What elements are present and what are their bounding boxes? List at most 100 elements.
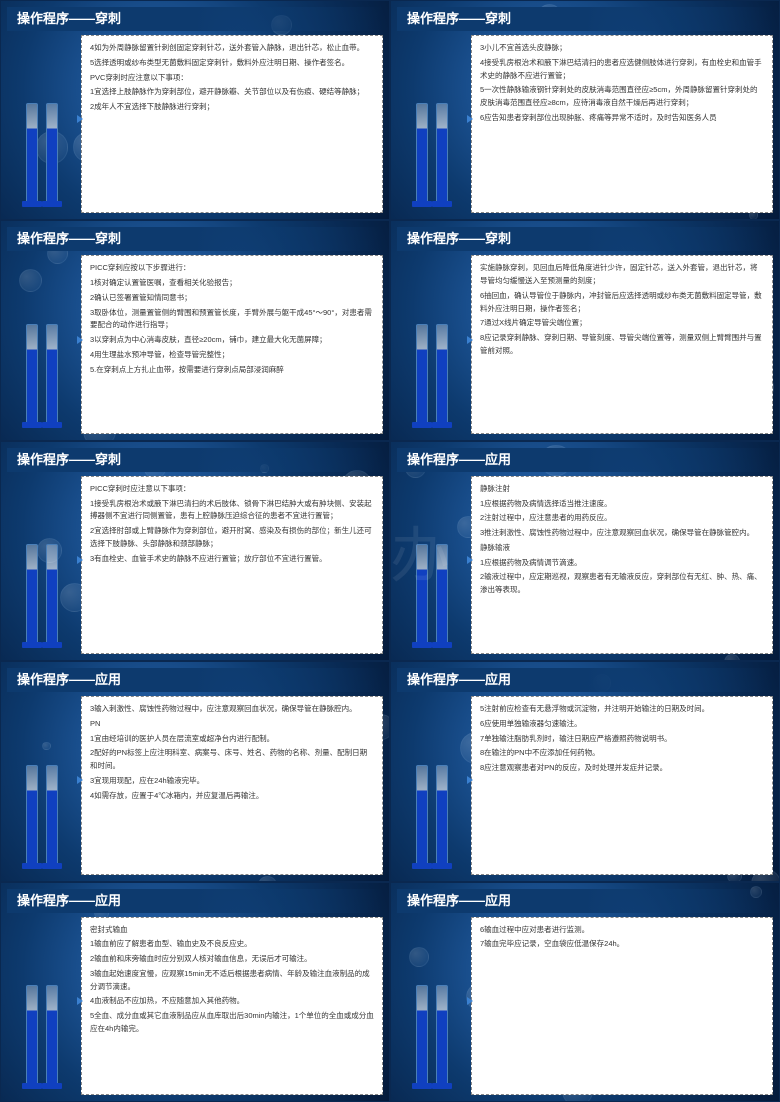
slide-3: 操作程序——穿刺 PICC穿刺应按以下步骤进行：1核对确定认置管医嘱，查看相关化验… xyxy=(0,220,390,440)
arrow-icon xyxy=(77,115,83,123)
test-tubes xyxy=(7,255,77,433)
test-tube xyxy=(436,985,448,1085)
text-line: 5一次性静脉输液钢针穿刺处的皮肤消毒范围直径应≥5cm，外周静脉留置针穿刺处的皮… xyxy=(480,84,764,110)
text-content: 密封式输血1输血前应了解患者血型、输血史及不良反应史。2输血前和床旁输血时应分别… xyxy=(81,917,383,1095)
test-tube xyxy=(26,103,38,203)
text-line: 3有血栓史、血管手术史的静脉不应进行置管；放疗部位不宜进行置管。 xyxy=(90,553,374,566)
content-area: 静脉注射1应根据药物及病情选择适当推注速度。2注射过程中，应注意患者的用药反应。… xyxy=(397,476,773,654)
text-line: 2确认已签署置管知情同意书； xyxy=(90,292,374,305)
slide-title: 操作程序——穿刺 xyxy=(7,227,383,251)
text-content: 6输血过程中应对患者进行监测。7输血完毕应记录，空血袋应低温保存24h。 xyxy=(471,917,773,1095)
test-tubes xyxy=(7,696,77,874)
slide-2: 操作程序——穿刺 3小儿不宜首选头皮静脉；4接受乳房根治术和腋下淋巴结清扫的患者应… xyxy=(390,0,780,220)
text-line: 1应根据药物及病情选择适当推注速度。 xyxy=(480,498,764,511)
content-area: 密封式输血1输血前应了解患者血型、输血史及不良反应史。2输血前和床旁输血时应分别… xyxy=(7,917,383,1095)
text-line: 5注射前应检查有无悬浮物或沉淀物，并注明开始输注的日期及时间。 xyxy=(480,703,764,716)
text-line: 3取卧体位，测量置管侧的臂围和预置管长度，手臂外展与躯干成45°～90°，对患者… xyxy=(90,307,374,333)
arrow-icon xyxy=(77,776,83,784)
text-line: 5选择透明或纱布类型无菌敷料固定穿刺针，敷料外应注明日期、操作者签名。 xyxy=(90,57,374,70)
slides-grid: 操作程序——穿刺 4如为外周静脉留置针刺创固定穿刺针芯，送外套管入静脉，退出针芯，… xyxy=(0,0,780,1102)
text-line: 2成年人不宜选择下肢静脉进行穿刺； xyxy=(90,101,374,114)
text-line: 1输血前应了解患者血型、输血史及不良反应史。 xyxy=(90,938,374,951)
text-content: 4如为外周静脉留置针刺创固定穿刺针芯，送外套管入静脉，退出针芯，松止血带。5选择… xyxy=(81,35,383,213)
content-area: 3输入刺激性、腐蚀性药物过程中，应注意观察回血状况，确保导管在静脉腔内。 PN 1宜… xyxy=(7,696,383,874)
slide-7: 操作程序——应用 3输入刺激性、腐蚀性药物过程中，应注意观察回血状况，确保导管在静… xyxy=(0,661,390,881)
test-tubes xyxy=(397,35,467,213)
arrow-icon xyxy=(77,336,83,344)
slide-title: 操作程序——穿刺 xyxy=(7,7,383,31)
text-line: 3小儿不宜首选头皮静脉； xyxy=(480,42,764,55)
content-area: 实施静脉穿刺，见回血后降低角度进针少许，固定针芯，送入外套管，退出针芯，将导管均… xyxy=(397,255,773,433)
slide-title: 操作程序——应用 xyxy=(7,889,383,913)
test-tube xyxy=(416,324,428,424)
text-line: 实施静脉穿刺，见回血后降低角度进针少许，固定针芯，送入外套管，退出针芯，将导管均… xyxy=(480,262,764,288)
test-tube xyxy=(416,103,428,203)
text-line: 6输血过程中应对患者进行监测。 xyxy=(480,924,764,937)
text-line: 8应记录穿刺静脉、穿刺日期、导管刻度、导管尖端位置等，测量双侧上臂臂围并与置管前… xyxy=(480,332,764,358)
slide-10: 操作程序——应用 6输血过程中应对患者进行监测。7输血完毕应记录，空血袋应低温保存… xyxy=(390,882,780,1102)
slide-9: 操作程序——应用密封式输血1输血前应了解患者血型、输血史及不良反应史。2输血前和… xyxy=(0,882,390,1102)
text-line: 2输液过程中，应定期巡视，观察患者有无输液反应，穿刺部位有无红、肿、热、痛、渗出… xyxy=(480,571,764,597)
arrow-icon xyxy=(77,997,83,1005)
text-content: 静脉注射1应根据药物及病情选择适当推注速度。2注射过程中，应注意患者的用药反应。… xyxy=(471,476,773,654)
test-tube xyxy=(436,544,448,644)
text-line: 1宜由经培训的医护人员在层流室或超净台内进行配制。 xyxy=(90,733,374,746)
text-line: 6应使用单独输液器匀速输注。 xyxy=(480,718,764,731)
text-line: PVC穿刺时应注意以下事项： xyxy=(90,72,374,85)
slide-title: 操作程序——应用 xyxy=(7,668,383,692)
test-tubes xyxy=(397,696,467,874)
text-line: 2配好的PN标签上应注明科室、病案号、床号、姓名、药物的名称、剂量、配制日期和时… xyxy=(90,747,374,773)
arrow-icon xyxy=(467,115,473,123)
content-area: 5注射前应检查有无悬浮物或沉淀物，并注明开始输注的日期及时间。 6应使用单独输液器… xyxy=(397,696,773,874)
text-line: 1核对确定认置管医嘱，查看相关化验报告； xyxy=(90,277,374,290)
text-line: PN xyxy=(90,718,374,731)
text-line: 3输入刺激性、腐蚀性药物过程中，应注意观察回血状况，确保导管在静脉腔内。 xyxy=(90,703,374,716)
text-line: 5全血、成分血或其它血液制品应从血库取出后30min内输注，1个单位的全血或成分… xyxy=(90,1010,374,1036)
test-tube xyxy=(46,324,58,424)
text-line: 3推注刺激性、腐蚀性药物过程中，应注意观察回血状况，确保导管在静脉管腔内。 xyxy=(480,527,764,540)
test-tubes xyxy=(7,917,77,1095)
test-tubes xyxy=(7,476,77,654)
text-line: 1宜选择上肢静脉作为穿刺部位，避开静脉瓣、关节部位以及有伤痕、硬结等静脉； xyxy=(90,86,374,99)
slide-title: 操作程序——应用 xyxy=(397,668,773,692)
test-tube xyxy=(46,765,58,865)
arrow-icon xyxy=(467,776,473,784)
test-tube xyxy=(26,985,38,1085)
text-line: 7通过X线片确定导管尖端位置； xyxy=(480,317,764,330)
test-tube xyxy=(26,765,38,865)
test-tube xyxy=(416,985,428,1085)
test-tube xyxy=(46,544,58,644)
text-line: 1接受乳房根治术或腋下淋巴清扫的术后肢体、锁骨下淋巴结肿大或有肿块侧、安装起搏器… xyxy=(90,498,374,524)
text-line: 4如需存放，应置于4℃冰箱内，并应复温后再输注。 xyxy=(90,790,374,803)
test-tube xyxy=(416,765,428,865)
arrow-icon xyxy=(77,556,83,564)
slide-title: 操作程序——应用 xyxy=(397,448,773,472)
text-line: PICC穿刺时应注意以下事项： xyxy=(90,483,374,496)
text-line: 3宜现用现配，应在24h输液完毕。 xyxy=(90,775,374,788)
text-line: 2宜选择肘部或上臂静脉作为穿刺部位，避开肘窝、感染及有损伤的部位；新生儿还可选择… xyxy=(90,525,374,551)
slide-5: 操作程序——穿刺 PICC穿刺时应注意以下事项： 1接受乳房根治术或腋下淋巴清扫的术… xyxy=(0,441,390,661)
slide-title: 操作程序——穿刺 xyxy=(7,448,383,472)
text-line: 6抽回血，确认导管位于静脉内，冲封管后应选择透明或纱布类无菌敷料固定导管，敷料外… xyxy=(480,290,764,316)
content-area: PICC穿刺应按以下步骤进行：1核对确定认置管医嘱，查看相关化验报告；2确认已签… xyxy=(7,255,383,433)
slide-title: 操作程序——应用 xyxy=(397,889,773,913)
test-tubes xyxy=(7,35,77,213)
text-line: 2输血前和床旁输血时应分别双人核对输血信息，无误后才可输注。 xyxy=(90,953,374,966)
slide-title: 操作程序——穿刺 xyxy=(397,7,773,31)
text-line: 7单独输注脂肪乳剂时，输注日期应严格遵照药物说明书。 xyxy=(480,733,764,746)
text-line: 8应注意观察患者对PN的反应，及时处理并发症并记录。 xyxy=(480,762,764,775)
arrow-icon xyxy=(467,336,473,344)
text-line: 8在输注的PN中不应添加任何药物。 xyxy=(480,747,764,760)
text-content: 5注射前应检查有无悬浮物或沉淀物，并注明开始输注的日期及时间。 6应使用单独输液器… xyxy=(471,696,773,874)
text-line: 6应告知患者穿刺部位出现肿胀、疼痛等异常不适时，及时告知医务人员 xyxy=(480,112,764,125)
test-tube xyxy=(26,324,38,424)
test-tube xyxy=(436,324,448,424)
text-line: 静脉注射 xyxy=(480,483,764,496)
slide-6: 操作程序——应用静脉注射1应根据药物及病情选择适当推注速度。2注射过程中，应注意… xyxy=(390,441,780,661)
slide-1: 操作程序——穿刺 4如为外周静脉留置针刺创固定穿刺针芯，送外套管入静脉，退出针芯，… xyxy=(0,0,390,220)
content-area: 6输血过程中应对患者进行监测。7输血完毕应记录，空血袋应低温保存24h。 xyxy=(397,917,773,1095)
test-tube xyxy=(416,544,428,644)
text-content: 3小儿不宜首选头皮静脉；4接受乳房根治术和腋下淋巴结清扫的患者应选健侧肢体进行穿… xyxy=(471,35,773,213)
content-area: PICC穿刺时应注意以下事项： 1接受乳房根治术或腋下淋巴清扫的术后肢体、锁骨下淋… xyxy=(7,476,383,654)
test-tubes xyxy=(397,917,467,1095)
